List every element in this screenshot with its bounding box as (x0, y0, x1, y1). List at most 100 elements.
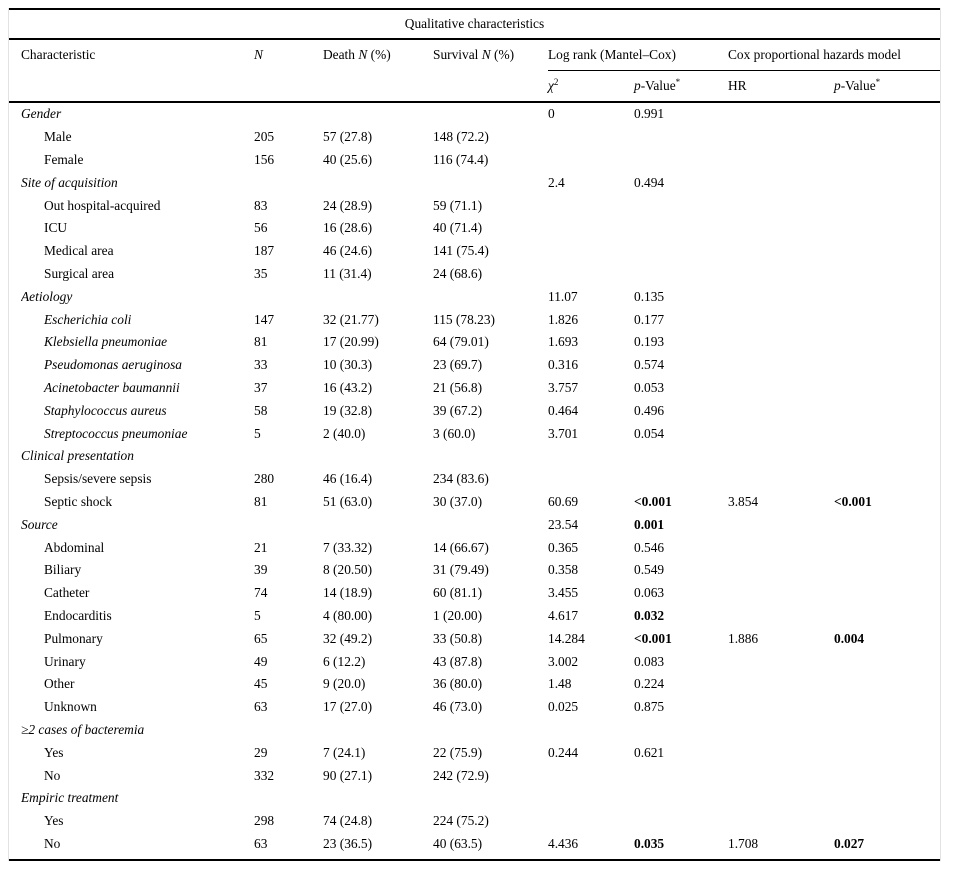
cell-survival: 40 (63.5) (433, 835, 483, 851)
table-row: Site of acquisition 2.4 0.494 (9, 171, 940, 194)
cell-death: 74 (24.8) (323, 813, 373, 829)
cell-death: 10 (30.3) (323, 357, 373, 373)
cell-pvalue-logrank: 0.193 (634, 334, 665, 350)
cell-chi-squared: 60.69 (548, 493, 579, 509)
header-row-2: χ2 p-Value* HR p-Value* (9, 70, 940, 103)
cell-pvalue-logrank: 0.991 (634, 106, 665, 122)
cell-death: 40 (25.6) (323, 151, 373, 167)
cell-chi-squared: 3.701 (548, 425, 579, 441)
cell-survival: 60 (81.1) (433, 585, 483, 601)
cell-hr: 3.854 (728, 493, 759, 509)
cell-n: 5 (254, 425, 261, 441)
cell-n: 63 (254, 699, 268, 715)
cell-n: 187 (254, 243, 275, 259)
cell-n: 332 (254, 767, 275, 783)
table-row: Female 156 40 (25.6) 116 (74.4) (9, 149, 940, 172)
cell-characteristic: Surgical area (44, 265, 115, 281)
table-row: Yes 298 74 (24.8) 224 (75.2) (9, 810, 940, 833)
cell-pvalue-logrank: 0.177 (634, 311, 665, 327)
header-row-1: Characteristic N Death N (%) Survival N … (9, 40, 940, 71)
cell-n: 81 (254, 334, 268, 350)
cell-death: 24 (28.9) (323, 197, 373, 213)
table-row: Empiric treatment (9, 787, 940, 810)
cell-death: 32 (21.77) (323, 311, 379, 327)
table-row: Escherichia coli 147 32 (21.77) 115 (78.… (9, 308, 940, 331)
cell-chi-squared: 4.617 (548, 607, 579, 623)
cell-characteristic: ≥2 cases of bacteremia (21, 721, 145, 737)
cell-pvalue-logrank: 0.063 (634, 585, 665, 601)
cell-death: 9 (20.0) (323, 676, 366, 692)
cell-death: 17 (27.0) (323, 699, 373, 715)
table-row: Yes 29 7 (24.1) 22 (75.9) 0.244 0.621 (9, 741, 940, 764)
cell-death: 14 (18.9) (323, 585, 373, 601)
cell-chi-squared: 0 (548, 106, 555, 122)
cell-survival: 116 (74.4) (433, 151, 489, 167)
table-row: Male 205 57 (27.8) 148 (72.2) (9, 126, 940, 149)
cell-pvalue-logrank: 0.549 (634, 562, 665, 578)
cell-pvalue-logrank: 0.053 (634, 379, 665, 395)
cell-survival: 3 (60.0) (433, 425, 476, 441)
table-row: Urinary 49 6 (12.2) 43 (87.8) 3.002 0.08… (9, 650, 940, 673)
table-row: Pseudomonas aeruginosa 33 10 (30.3) 23 (… (9, 354, 940, 377)
cell-characteristic: Pseudomonas aeruginosa (44, 357, 182, 373)
qualitative-characteristics-table: Qualitative characteristics Characterist… (8, 8, 941, 862)
cell-death: 46 (16.4) (323, 471, 373, 487)
cell-survival: 148 (72.2) (433, 129, 489, 145)
cell-survival: 59 (71.1) (433, 197, 483, 213)
cell-characteristic: Endocarditis (44, 607, 112, 623)
cell-characteristic: Acinetobacter baumannii (44, 379, 180, 395)
cell-chi-squared: 0.358 (548, 562, 579, 578)
cell-characteristic: Yes (44, 813, 64, 829)
col-header-survival: Survival N (%) (433, 47, 515, 62)
cell-characteristic: Streptococcus pneumoniae (44, 425, 188, 441)
cell-death: 8 (20.50) (323, 562, 373, 578)
cell-characteristic: ICU (44, 220, 68, 236)
cell-survival: 39 (67.2) (433, 402, 483, 418)
cell-n: 37 (254, 379, 268, 395)
cell-characteristic: Biliary (44, 562, 82, 578)
cell-death: 32 (49.2) (323, 630, 373, 646)
table-row: Sepsis/severe sepsis 280 46 (16.4) 234 (… (9, 468, 940, 491)
cell-survival: 23 (69.7) (433, 357, 483, 373)
cell-n: 298 (254, 813, 275, 829)
table-row: Acinetobacter baumannii 37 16 (43.2) 21 … (9, 377, 940, 400)
cell-n: 74 (254, 585, 268, 601)
cell-chi-squared: 0.025 (548, 699, 579, 715)
table-row: Gender 0 0.991 (9, 103, 940, 126)
cell-pvalue-logrank: 0.496 (634, 402, 665, 418)
table-row: Surgical area 35 11 (31.4) 24 (68.6) (9, 263, 940, 286)
cell-characteristic: Yes (44, 744, 64, 760)
cell-characteristic: Septic shock (44, 493, 113, 509)
table-row: Septic shock 81 51 (63.0) 30 (37.0) 60.6… (9, 491, 940, 514)
cell-n: 81 (254, 493, 268, 509)
table-row: Abdominal 21 7 (33.32) 14 (66.67) 0.365 … (9, 536, 940, 559)
table-row: Pulmonary 65 32 (49.2) 33 (50.8) 14.284 … (9, 627, 940, 650)
header-group-spanner: Log rank (Mantel–Cox) Cox proportional h… (548, 40, 940, 71)
cell-pvalue-cox: <0.001 (834, 493, 872, 509)
cell-characteristic: Klebsiella pneumoniae (44, 334, 168, 350)
table-row: Streptococcus pneumoniae 5 2 (40.0) 3 (6… (9, 422, 940, 445)
table-row: Catheter 74 14 (18.9) 60 (81.1) 3.455 0.… (9, 582, 940, 605)
col-header-characteristic: Characteristic (21, 47, 96, 62)
cell-characteristic: Urinary (44, 653, 86, 669)
cell-pvalue-logrank: 0.035 (634, 835, 665, 851)
table-row: No 332 90 (27.1) 242 (72.9) (9, 764, 940, 787)
cell-survival: 40 (71.4) (433, 220, 483, 236)
cell-pvalue-logrank: 0.054 (634, 425, 665, 441)
cell-chi-squared: 11.07 (548, 288, 578, 304)
cell-death: 16 (28.6) (323, 220, 373, 236)
cell-pvalue-logrank: 0.574 (634, 357, 665, 373)
cell-n: 147 (254, 311, 275, 327)
cell-chi-squared: 3.757 (548, 379, 579, 395)
cell-pvalue-logrank: 0.083 (634, 653, 665, 669)
cell-characteristic: Gender (21, 106, 62, 122)
cell-characteristic: Unknown (44, 699, 97, 715)
cell-characteristic: Source (21, 516, 58, 532)
cell-pvalue-logrank: <0.001 (634, 630, 672, 646)
cell-n: 45 (254, 676, 268, 692)
cell-n: 58 (254, 402, 268, 418)
cell-survival: 234 (83.6) (433, 471, 489, 487)
cell-survival: 115 (78.23) (433, 311, 495, 327)
cell-pvalue-logrank: 0.494 (634, 174, 665, 190)
cell-chi-squared: 4.436 (548, 835, 579, 851)
